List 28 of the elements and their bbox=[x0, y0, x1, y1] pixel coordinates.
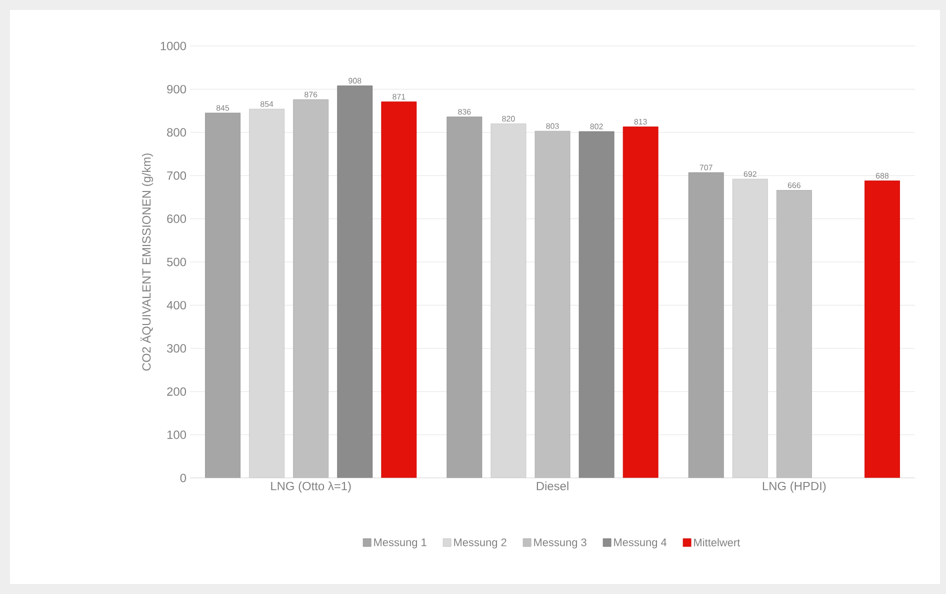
legend-label: Messung 4 bbox=[614, 538, 667, 548]
y-tick-label: 400 bbox=[166, 300, 186, 310]
legend-label: Mittelwert bbox=[694, 538, 740, 546]
x-tick-label: LNG (Otto λ=1) bbox=[271, 482, 351, 493]
bar bbox=[446, 116, 482, 478]
bar bbox=[578, 131, 614, 478]
y-tick-label: 800 bbox=[167, 128, 186, 137]
y-tick-label: 100 bbox=[167, 430, 186, 440]
x-tick-label: Diesel bbox=[536, 482, 568, 490]
bar bbox=[381, 102, 417, 478]
y-tick-label: 1000 bbox=[160, 42, 186, 50]
bar bbox=[688, 172, 724, 478]
bar bbox=[337, 86, 373, 478]
bar bbox=[864, 180, 900, 478]
legend-label: Messung 1 bbox=[374, 538, 426, 548]
x-tick-label: LNG (HPDI) bbox=[762, 482, 826, 493]
legend-label: Messung 2 bbox=[454, 538, 506, 548]
y-tick-label: 700 bbox=[167, 171, 186, 180]
y-tick-label: 300 bbox=[166, 344, 186, 353]
y-tick-label: 900 bbox=[167, 84, 186, 94]
legend-label: Messung 3 bbox=[534, 538, 586, 548]
y-tick-label: 0 bbox=[180, 474, 186, 482]
bar bbox=[622, 126, 658, 478]
y-tick-label: 600 bbox=[167, 214, 186, 224]
bar bbox=[205, 112, 240, 478]
y-axis-title: CO2 ÄQUIVALENT EMISSIONEN (g/km) bbox=[140, 154, 154, 371]
y-tick-label: 500 bbox=[167, 258, 186, 266]
y-tick-label: 200 bbox=[167, 387, 186, 396]
